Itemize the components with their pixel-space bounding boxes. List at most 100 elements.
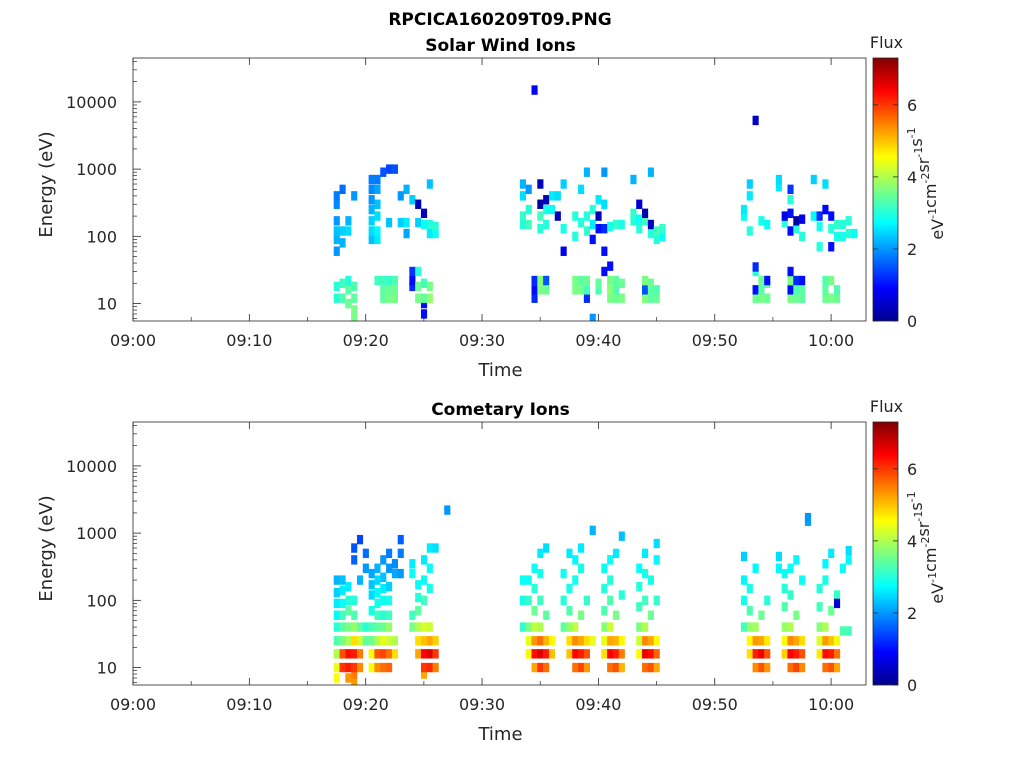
flux-cell (618, 590, 625, 600)
flux-cell (333, 662, 340, 673)
flux-cell (415, 266, 422, 277)
flux-cell (746, 179, 753, 189)
flux-cell (432, 636, 439, 646)
flux-cell (781, 622, 788, 632)
flux-cell (362, 563, 369, 573)
flux-cell (839, 563, 846, 573)
flux-cell (630, 216, 637, 226)
colorbar-tick-label: 6 (907, 460, 917, 479)
flux-cell (752, 636, 759, 646)
flux-cell (746, 191, 753, 201)
flux-cell (519, 179, 526, 189)
flux-cell (351, 305, 358, 315)
flux-cell (380, 583, 387, 594)
flux-cell (345, 298, 352, 309)
flux-cell (781, 568, 788, 579)
flux-cell (607, 261, 614, 271)
flux-cell (531, 285, 538, 295)
flux-cell (537, 223, 544, 234)
flux-cell (793, 275, 800, 286)
flux-cell (583, 595, 590, 606)
flux-cell (642, 275, 649, 286)
flux-cell (787, 285, 794, 295)
flux-cell (560, 568, 567, 579)
flux-cell (595, 195, 602, 205)
flux-cell (612, 636, 620, 646)
flux-cell (752, 293, 759, 303)
flux-cell (432, 543, 439, 553)
flux-cell (775, 174, 782, 185)
flux-cell (333, 636, 340, 646)
flux-cell (537, 179, 544, 189)
flux-cell (578, 563, 585, 573)
flux-cell (787, 563, 794, 573)
flux-cell (415, 217, 422, 228)
flux-cell (548, 649, 556, 659)
flux-cell (374, 575, 381, 585)
flux-cell (578, 543, 585, 553)
flux-cell (612, 662, 620, 673)
flux-cell (828, 662, 835, 673)
flux-cell (426, 649, 433, 659)
flux-cell (432, 662, 439, 673)
flux-cell (642, 293, 649, 303)
flux-cell (787, 226, 794, 236)
flux-cell (566, 548, 573, 559)
flux-cell (420, 555, 428, 565)
flux-cell (409, 281, 416, 292)
flux-cell (420, 595, 428, 606)
x-tick-label: 09:00 (110, 695, 156, 714)
flux-cell (560, 595, 567, 606)
flux-cell (525, 204, 532, 215)
y-tick-label: 10000 (66, 457, 117, 476)
flux-cell (607, 595, 614, 606)
flux-cell (525, 219, 532, 230)
flux-cell (845, 555, 852, 565)
flux-cell (415, 636, 422, 646)
flux-cell (409, 622, 416, 632)
flux-cell (642, 216, 649, 226)
flux-cell (339, 662, 346, 673)
flux-cell (543, 285, 550, 295)
flux-cell (368, 226, 375, 236)
flux-cell (566, 649, 573, 659)
flux-cell (374, 598, 381, 609)
cometary-colorbar (872, 421, 899, 686)
flux-cell (566, 583, 573, 594)
flux-cell (822, 636, 829, 646)
flux-cell (345, 622, 352, 632)
flux-cell (822, 275, 829, 286)
flux-cell (834, 636, 841, 646)
flux-cell (816, 622, 823, 632)
flux-cell (746, 622, 753, 632)
flux-cell (781, 649, 788, 659)
flux-cell (787, 662, 794, 673)
flux-cell (426, 543, 433, 553)
y-axis-label: Energy (eV) (36, 131, 57, 237)
flux-cell (391, 293, 398, 303)
flux-cell (380, 293, 387, 303)
flux-cell (345, 673, 352, 683)
colorbar-tick-label: 0 (907, 312, 917, 331)
flux-cell (519, 219, 526, 230)
colorbar-tick-label: 0 (907, 676, 917, 695)
flux-cell (386, 649, 393, 659)
flux-cell (775, 563, 782, 573)
solar-wind-colorbar (872, 57, 899, 322)
flux-cell (537, 662, 544, 673)
flux-cell (403, 228, 410, 239)
flux-cell (525, 622, 532, 632)
flux-cell (816, 602, 823, 612)
flux-cell (345, 285, 352, 295)
flux-cell (333, 216, 340, 226)
flux-cell (333, 587, 340, 598)
flux-cell (356, 575, 364, 585)
flux-cell (391, 559, 398, 569)
flux-cell (537, 275, 544, 286)
flux-cell (391, 636, 398, 646)
flux-cell (816, 221, 823, 232)
flux-cell (607, 285, 614, 295)
x-tick-label: 09:30 (459, 331, 505, 350)
flux-cell (781, 583, 788, 594)
flux-cell (787, 275, 794, 286)
